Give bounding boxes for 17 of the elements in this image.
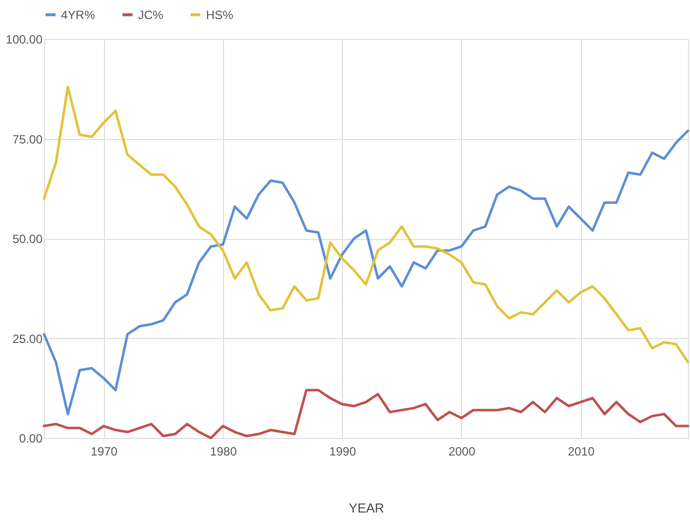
x-tick-label: 1990 — [329, 444, 356, 458]
y-tick-label: 0.00 — [19, 432, 43, 446]
line-series — [42, 86, 690, 364]
x-tick-label: 2010 — [568, 444, 595, 458]
line-series — [42, 388, 690, 440]
y-tick-label: 100.00 — [6, 32, 43, 46]
y-tick-label: 25.00 — [12, 332, 43, 346]
legend-label: HS% — [206, 8, 234, 22]
x-tick-label: 1970 — [90, 444, 118, 458]
legend-label: 4YR% — [61, 8, 96, 22]
y-tick-label: 75.00 — [12, 132, 43, 146]
x-tick-label: 2000 — [448, 444, 476, 458]
line-series — [42, 130, 690, 416]
y-tick-label: 50.00 — [12, 232, 43, 246]
x-tick-label: 1980 — [210, 444, 238, 458]
x-axis-title: YEAR — [348, 500, 384, 516]
legend-label: JC% — [138, 8, 164, 22]
